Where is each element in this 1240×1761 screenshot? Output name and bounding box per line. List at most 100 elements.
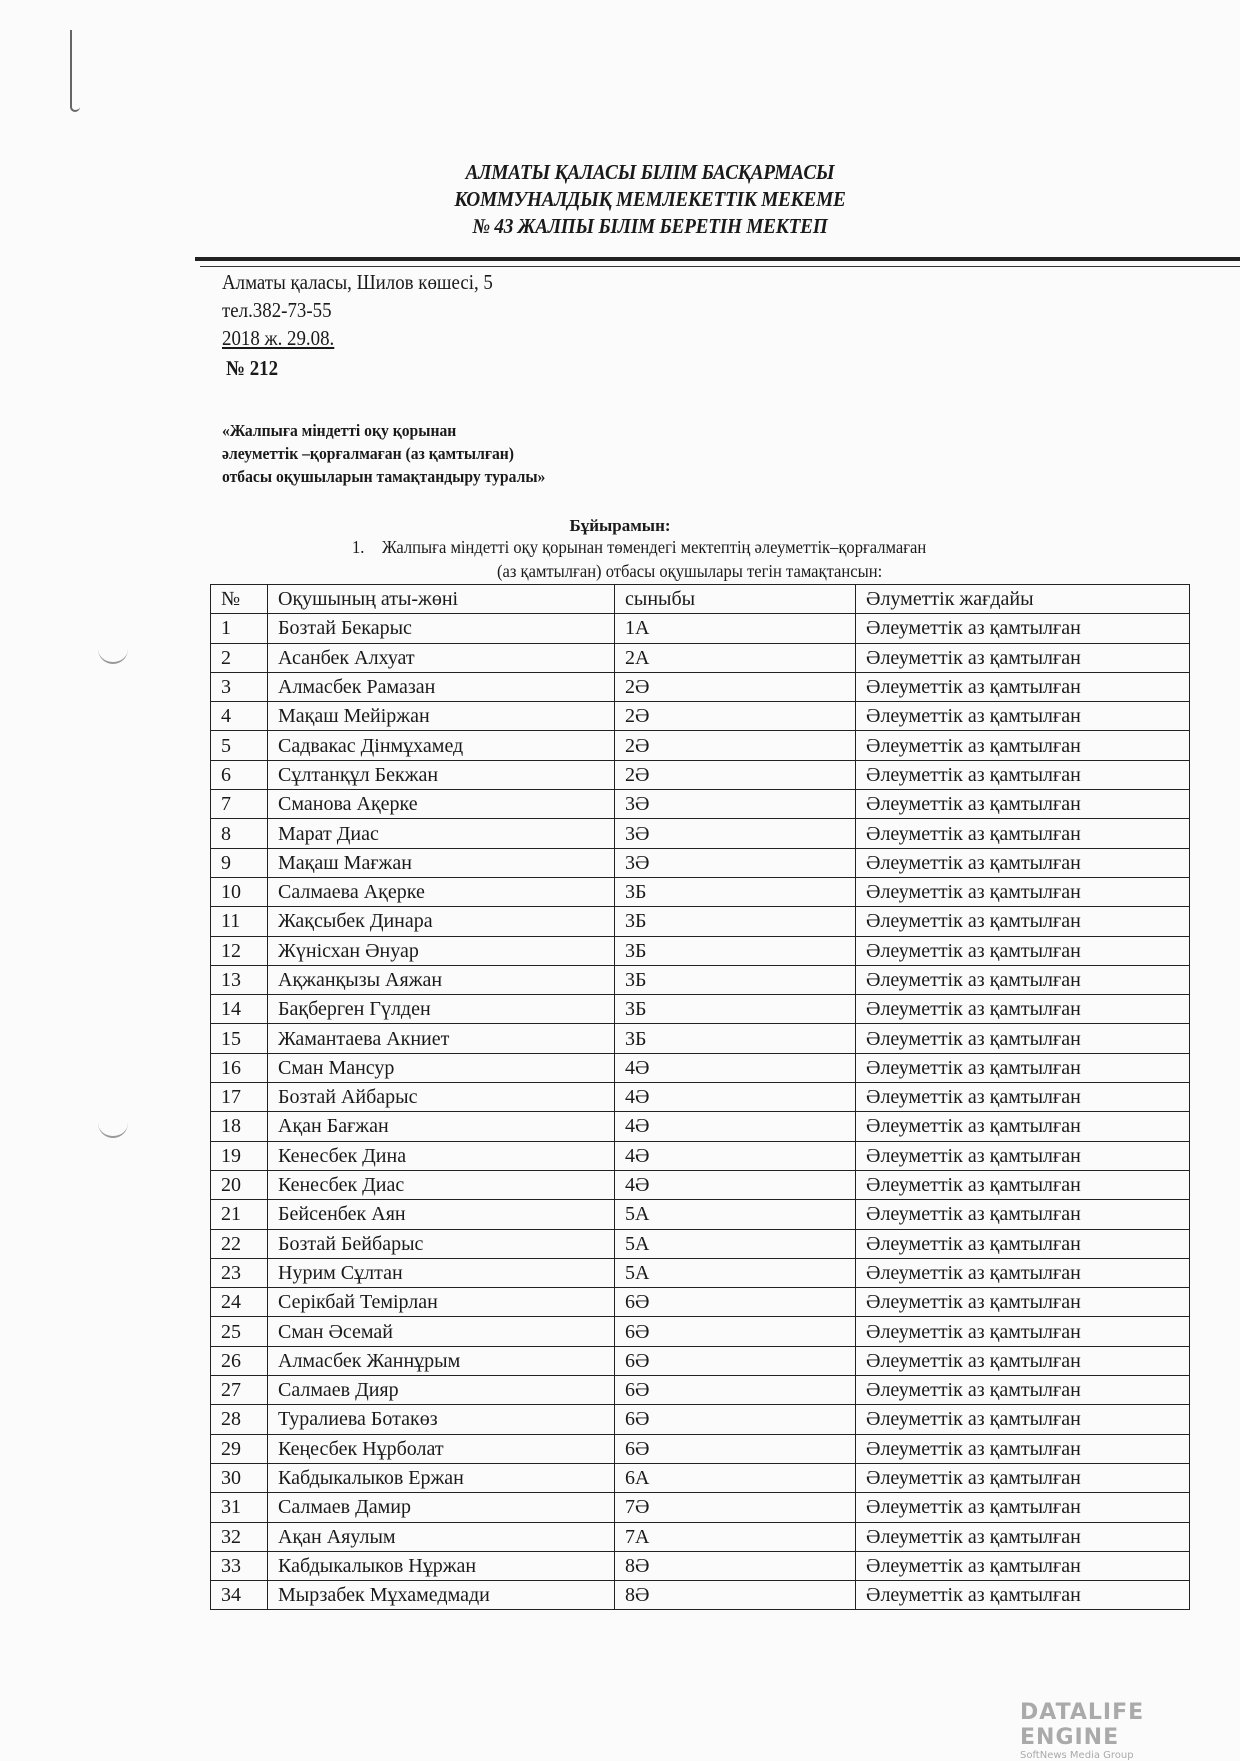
- student-class: 4Ә: [614, 1140, 856, 1171]
- table-row: 22 Бозтай Бейбарыс 5А Әлеуметтік аз қамтылғ…: [210, 1228, 1190, 1259]
- row-number: 4: [210, 701, 268, 732]
- social-status: Әлеуметтік аз қамтылған: [855, 1521, 1190, 1552]
- student-name: Кабдыкалыков Нұржан: [267, 1550, 615, 1582]
- student-class: 4Ә: [614, 1082, 856, 1113]
- social-status: Әлеуметтік аз қамтылған: [855, 759, 1190, 791]
- student-name: Жүнісхан Әнуар: [267, 935, 615, 966]
- student-class: 6Ә: [614, 1404, 856, 1435]
- student-class: 5А: [614, 1199, 856, 1230]
- social-status: Әлеуметтік аз қамтылған: [855, 1345, 1190, 1377]
- student-name: Мақаш Мағжан: [267, 847, 615, 878]
- student-name: Мақаш Мейіржан: [267, 701, 615, 732]
- row-number: 25: [210, 1316, 268, 1347]
- student-class: 5А: [614, 1257, 856, 1289]
- row-number: 16: [210, 1052, 268, 1084]
- student-name: Сманова Ақерке: [267, 789, 615, 820]
- students-table: № Оқушының аты-жөні сыныбы Әлуметтік жағ…: [210, 583, 1190, 1611]
- row-number: 31: [210, 1492, 268, 1523]
- row-number: 18: [210, 1111, 268, 1142]
- social-status: Әлеуметтік аз қамтылған: [855, 906, 1190, 937]
- student-name: Жақсыбек Динара: [267, 906, 615, 937]
- student-class: 4Ә: [614, 1169, 856, 1201]
- table-row: 23 Нурим Сұлтан 5А Әлеуметтік аз қамтылған: [210, 1257, 1190, 1289]
- social-status: Әлеуметтік аз қамтылған: [855, 876, 1190, 908]
- table-row: 32 Ақан Аяулым 7А Әлеуметтік аз қамтылған: [210, 1521, 1190, 1552]
- social-status: Әлеуметтік аз қамтылған: [855, 1580, 1190, 1611]
- row-number: 33: [210, 1550, 268, 1582]
- social-status: Әлеуметтік аз қамтылған: [855, 1199, 1190, 1230]
- row-number: 1: [210, 613, 268, 644]
- student-name: Сман Әсемай: [267, 1316, 615, 1347]
- student-class: 6Ә: [614, 1316, 856, 1347]
- row-number: 26: [210, 1345, 268, 1377]
- row-number: 8: [210, 818, 268, 849]
- address-street: Алматы қаласы, Шилов көшесі, 5: [222, 270, 493, 294]
- social-status: Әлеуметтік аз қамтылған: [855, 1169, 1190, 1201]
- subject-line-2: әлеуметтік –қорғалмаған (аз қамтылған): [222, 444, 515, 463]
- student-name: Сұлтанқұл Бекжан: [267, 759, 615, 791]
- punch-hole: [98, 648, 128, 664]
- header-number: №: [210, 583, 268, 615]
- paper-clip-mark: [70, 30, 80, 112]
- header-line-2: КОММУНАЛДЫҚ МЕМЛЕКЕТТІК МЕКЕМЕ: [454, 187, 846, 211]
- table-row: 24 Серікбай Темірлан 6Ә Әлеуметтік аз қамты…: [210, 1287, 1190, 1318]
- row-number: 23: [210, 1257, 268, 1289]
- social-status: Әлеуметтік аз қамтылған: [855, 1316, 1190, 1347]
- student-name: Ақан Бағжан: [267, 1111, 615, 1142]
- social-status: Әлеуметтік аз қамтылған: [855, 1052, 1190, 1084]
- student-name: Салмаева Ақерке: [267, 876, 615, 908]
- student-class: 8Ә: [614, 1580, 856, 1611]
- student-name: Жамантаева Акниет: [267, 1023, 615, 1054]
- student-name: Кеңесбек Нұрболат: [267, 1433, 615, 1464]
- row-number: 27: [210, 1375, 268, 1406]
- order-date: 2018 ж. 29.08.: [222, 326, 335, 350]
- table-row: 6 Сұлтанқұл Бекжан 2Ә Әлеуметтік аз қамтылғ…: [210, 759, 1190, 791]
- row-number: 19: [210, 1140, 268, 1171]
- row-number: 2: [210, 642, 268, 673]
- row-number: 11: [210, 906, 268, 937]
- punch-hole: [98, 1122, 128, 1138]
- table-row: 5 Садвакас Дінмұхамед 2Ә Әлеуметтік аз қамт…: [210, 730, 1190, 761]
- table-row: 27 Салмаев Дияр 6Ә Әлеуметтік аз қамтылған: [210, 1375, 1190, 1406]
- student-class: 3Б: [614, 876, 856, 908]
- student-class: 3Б: [614, 964, 856, 996]
- row-number: 14: [210, 994, 268, 1025]
- student-name: Кенесбек Диас: [267, 1169, 615, 1201]
- student-class: 4Ә: [614, 1111, 856, 1142]
- social-status: Әлеуметтік аз қамтылған: [855, 1550, 1190, 1582]
- social-status: Әлеуметтік аз қамтылған: [855, 613, 1190, 644]
- subject-line-1: «Жалпыға міндетті оқу қорынан: [222, 421, 457, 440]
- row-number: 32: [210, 1521, 268, 1552]
- table-row: 18 Ақан Бағжан 4Ә Әлеуметтік аз қамтылған: [210, 1111, 1190, 1142]
- student-class: 2Ә: [614, 701, 856, 732]
- social-status: Әлеуметтік аз қамтылған: [855, 818, 1190, 849]
- row-number: 17: [210, 1082, 268, 1113]
- row-number: 30: [210, 1462, 268, 1494]
- student-class: 3Б: [614, 1023, 856, 1054]
- row-number: 9: [210, 847, 268, 878]
- student-name: Асанбек Алхуат: [267, 642, 615, 673]
- row-number: 13: [210, 964, 268, 996]
- table-row: 9 Мақаш Мағжан 3Ә Әлеуметтік аз қамтылған: [210, 847, 1190, 878]
- header-status: Әлуметтік жағдайы: [855, 583, 1190, 615]
- student-name: Салмаев Дамир: [267, 1492, 615, 1523]
- student-class: 3Ә: [614, 789, 856, 820]
- table-row: 10 Салмаева Ақерке 3Б Әлеуметтік аз қамтылғ…: [210, 876, 1190, 908]
- social-status: Әлеуметтік аз қамтылған: [855, 642, 1190, 673]
- student-name: Ақжанқызы Аяжан: [267, 964, 615, 996]
- social-status: Әлеуметтік аз қамтылған: [855, 847, 1190, 878]
- student-class: 3Ә: [614, 818, 856, 849]
- student-class: 5А: [614, 1228, 856, 1259]
- student-class: 6Ә: [614, 1287, 856, 1318]
- student-name: Нурим Сұлтан: [267, 1257, 615, 1289]
- row-number: 20: [210, 1169, 268, 1201]
- header-name: Оқушының аты-жөні: [267, 583, 615, 615]
- table-row: 16 Сман Мансур 4Ә Әлеуметтік аз қамтылған: [210, 1052, 1190, 1084]
- student-class: 7Ә: [614, 1492, 856, 1523]
- social-status: Әлеуметтік аз қамтылған: [855, 730, 1190, 761]
- row-number: 12: [210, 935, 268, 966]
- table-row: 4 Мақаш Мейіржан 2Ә Әлеуметтік аз қамтылған: [210, 701, 1190, 732]
- student-name: Бейсенбек Аян: [267, 1199, 615, 1230]
- table-row: 7 Сманова Ақерке 3Ә Әлеуметтік аз қамтылған: [210, 789, 1190, 820]
- order-item-line-1: Жалпыға міндетті оқу қорынан төмендегі м…: [382, 537, 927, 557]
